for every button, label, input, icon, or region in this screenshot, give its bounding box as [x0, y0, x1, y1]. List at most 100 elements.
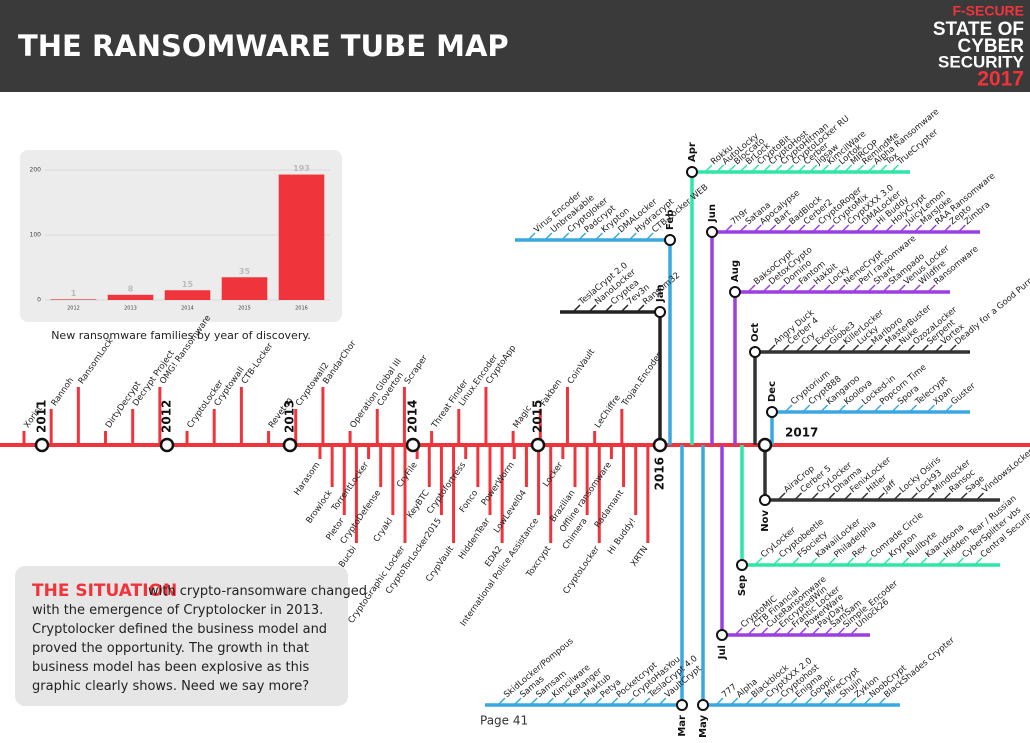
year-station [405, 437, 421, 453]
situation-box [15, 566, 348, 706]
hatch [754, 224, 762, 232]
month-label: Mar [677, 715, 688, 737]
value-label: 193 [293, 164, 310, 173]
hatch [949, 344, 957, 352]
hatch [786, 627, 794, 635]
hatch [773, 627, 781, 635]
hatch [838, 344, 846, 352]
family-name: Locker [541, 460, 565, 489]
hatch [763, 284, 771, 292]
hatch [810, 344, 818, 352]
hatch [856, 164, 864, 172]
hatch [927, 404, 935, 412]
value-label: 15 [182, 280, 194, 289]
hatch [725, 224, 733, 232]
hatch [810, 557, 818, 565]
hatch [849, 697, 857, 705]
y-tick-label: 0 [37, 297, 41, 304]
hatch [659, 697, 667, 705]
hatch [752, 164, 760, 172]
bar [107, 294, 154, 300]
header-bar [0, 0, 1030, 92]
family-name: CryptoLocker [561, 544, 602, 596]
year-label: 2017 [785, 426, 818, 440]
family-name: CrypVault [424, 544, 456, 584]
hatch [874, 404, 882, 412]
hatch [786, 164, 795, 172]
family-name: BandarChor [321, 339, 358, 387]
family-name: Rannoh [49, 376, 76, 408]
hatch [792, 557, 800, 565]
year-station [34, 437, 50, 453]
hatch [885, 224, 894, 232]
hatch [579, 232, 587, 240]
hatch [828, 492, 836, 500]
family-name: BlackShades Crypter [882, 635, 957, 700]
hatch [861, 492, 869, 500]
family-name: Harasom [292, 460, 322, 497]
family-name: Fonco [458, 488, 481, 514]
hatch [595, 232, 604, 240]
hatch [768, 344, 776, 352]
hatch [868, 164, 876, 172]
hatch [812, 224, 821, 232]
hatch [562, 697, 570, 705]
hatch [891, 164, 899, 172]
hatch [821, 164, 830, 172]
hatch [705, 164, 713, 172]
hatch [627, 697, 635, 705]
hatch [637, 304, 645, 312]
hatch [796, 344, 804, 352]
value-label: 8 [128, 284, 134, 293]
hatch [844, 492, 852, 500]
hatch [798, 224, 806, 232]
hatch [845, 164, 853, 172]
year-label: 2015 [531, 400, 545, 433]
hatch [852, 344, 860, 352]
hatch [928, 284, 936, 292]
family-name: Scraper [403, 353, 430, 386]
family-name: OMG! Ransomware [158, 314, 213, 387]
hatch [621, 304, 629, 312]
station [664, 234, 676, 246]
x-tick-label: 2014 [181, 306, 194, 312]
family-name: Trojan.Encoder [620, 351, 665, 409]
hatch [863, 697, 872, 705]
hatch [643, 697, 651, 705]
hatch [611, 697, 619, 705]
value-label: 1 [71, 289, 77, 298]
hatch [975, 557, 983, 565]
station [654, 306, 666, 318]
value-label: 35 [239, 267, 251, 276]
hatch [901, 557, 909, 565]
hatch [853, 284, 861, 292]
hatch [828, 557, 836, 565]
hatch [910, 404, 918, 412]
bar [50, 299, 97, 300]
hatch [782, 344, 790, 352]
situation-heading: THE SITUATION [32, 581, 177, 601]
hatch [731, 697, 739, 705]
hatch [856, 224, 864, 232]
family-name: LeChiffre [593, 393, 623, 430]
hatch [871, 224, 879, 232]
hatch [878, 697, 886, 705]
y-tick-label: 100 [30, 232, 42, 239]
hatch [795, 492, 803, 500]
bar [221, 277, 268, 300]
month-label: Jun [707, 204, 718, 223]
hatch [778, 492, 786, 500]
hatch [838, 284, 846, 292]
bar [164, 290, 211, 300]
hatch [915, 224, 923, 232]
hatch [868, 284, 876, 292]
family-name: Deadly for a Good Purpose [953, 266, 1030, 347]
hatch [514, 697, 522, 705]
hatch [894, 492, 902, 500]
hatch [808, 284, 816, 292]
hatch [740, 224, 748, 232]
hatch [893, 344, 901, 352]
hatch [976, 492, 984, 500]
month-label: Aug [730, 260, 741, 282]
